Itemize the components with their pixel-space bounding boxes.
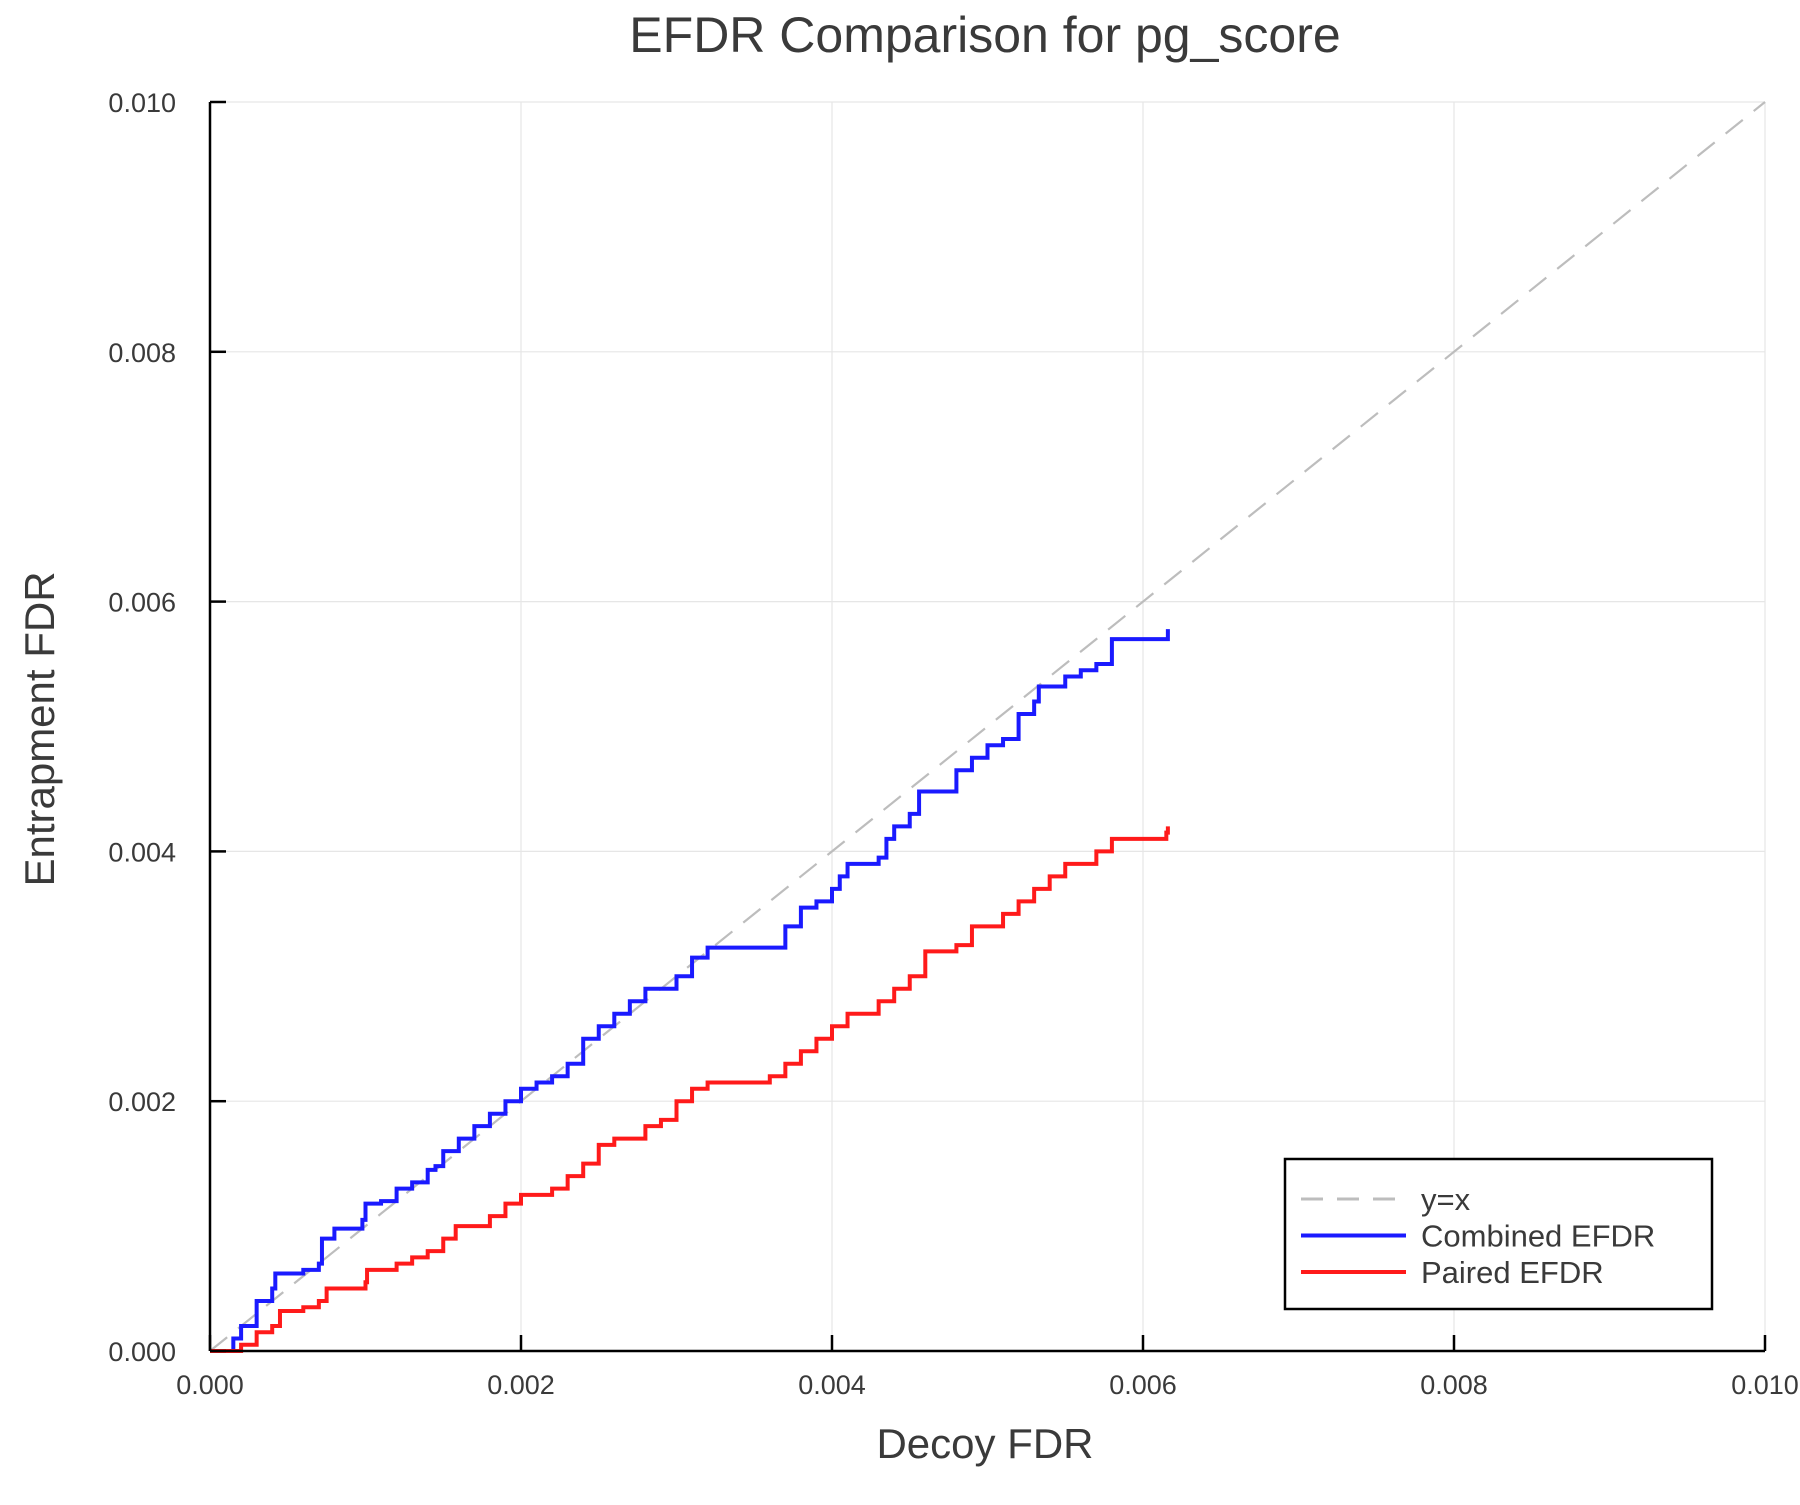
y-tick-label: 0.010 [108,88,176,118]
x-axis-label: Decoy FDR [876,1420,1093,1467]
x-tick-label: 0.006 [1109,1370,1177,1400]
axes [208,100,1767,1353]
x-tick-label: 0.002 [487,1370,555,1400]
y-tick-label: 0.000 [108,1337,176,1367]
reference-line [209,101,1766,1352]
x-tick-labels: 0.000 0.002 0.004 0.006 0.008 0.010 [176,1370,1799,1400]
series-group [210,629,1170,1353]
x-tick-label: 0.004 [798,1370,866,1400]
y-tick-label: 0.004 [108,837,176,867]
y-axis-label: Entrapment FDR [16,571,63,886]
x-tick-label: 0.000 [176,1370,244,1400]
series-paired-efdr [210,826,1170,1353]
y-tick-labels: 0.000 0.002 0.004 0.006 0.008 0.010 [108,88,176,1367]
x-tick-label: 0.010 [1731,1370,1799,1400]
series-y-x [209,101,1766,1352]
y-tick-label: 0.008 [108,338,176,368]
series-combined-efdr [210,629,1170,1353]
chart-title: EFDR Comparison for pg_score [629,7,1340,63]
y-tick-label: 0.006 [108,588,176,618]
legend-label: y=x [1421,1182,1471,1217]
y-tick-label: 0.002 [108,1087,176,1117]
legend-label: Combined EFDR [1421,1219,1655,1254]
legend-label: Paired EFDR [1421,1255,1604,1290]
x-tick-label: 0.008 [1420,1370,1488,1400]
